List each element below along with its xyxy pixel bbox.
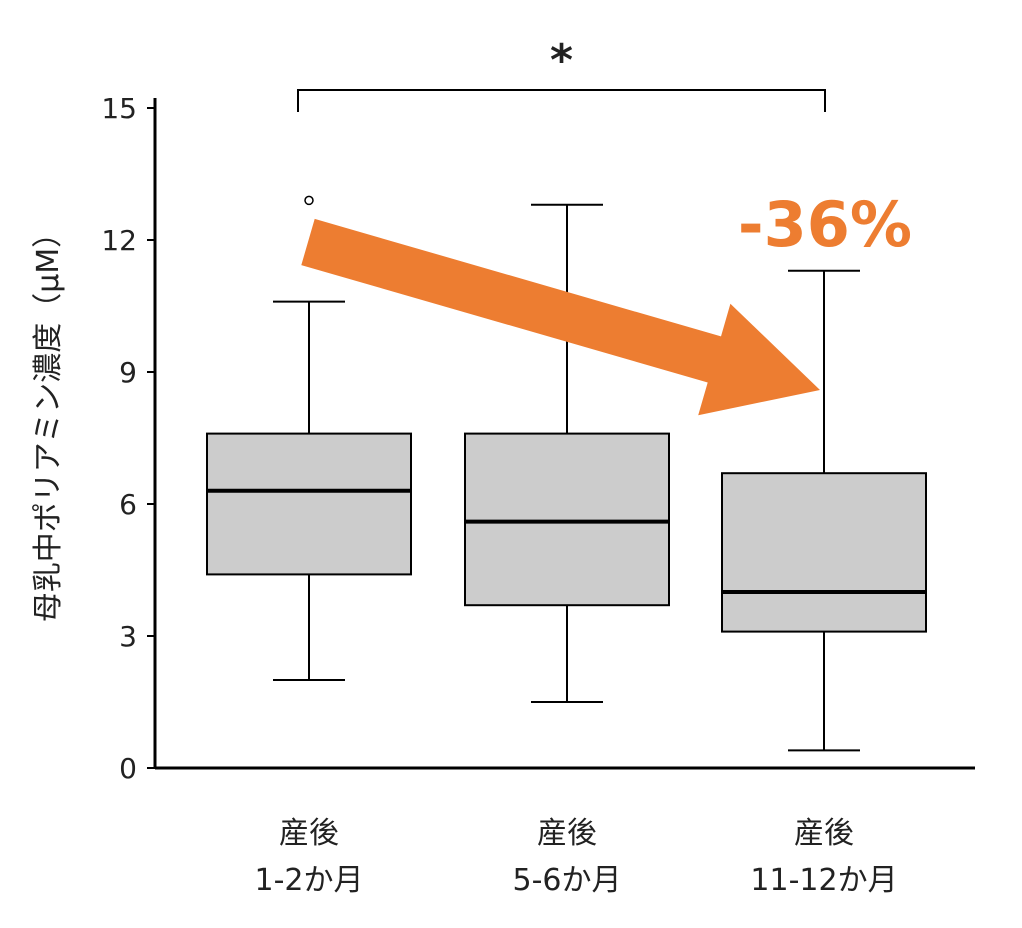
x-category-label: 産後 <box>279 816 339 851</box>
percent-change-label: -36% <box>738 188 912 261</box>
trend-arrow <box>301 218 820 416</box>
significance-bracket <box>297 89 826 112</box>
x-category-label: 5-6か月 <box>513 863 622 898</box>
x-category-label: 産後 <box>794 816 854 851</box>
box-3 <box>721 269 927 752</box>
box-1 <box>206 195 412 681</box>
y-tick-label: 9 <box>119 356 137 389</box>
outlier-point <box>304 195 314 206</box>
iqr-box <box>464 432 670 607</box>
x-category-label: 産後 <box>537 816 597 851</box>
boxes <box>206 195 927 752</box>
y-tick-label: 0 <box>119 752 137 785</box>
x-category-label: 11-12か月 <box>750 863 897 898</box>
y-tick-label: 12 <box>101 224 137 257</box>
y-tick-label: 6 <box>119 488 137 521</box>
x-category-label: 1-2か月 <box>255 863 364 898</box>
y-tick-label: 15 <box>101 92 137 125</box>
significance-marker: * <box>550 35 573 86</box>
y-axis-label: 母乳中ポリアミン濃度（μM） <box>31 218 66 622</box>
y-tick-label: 3 <box>119 620 137 653</box>
annotations: -36% * <box>297 35 912 416</box>
iqr-box <box>206 432 412 576</box>
axes: 0 3 6 9 12 15 母乳中ポリアミン濃度（μM） 産後 1-2か月 産後 5-6か月 産後 11… <box>31 92 975 898</box>
box-2 <box>464 203 670 703</box>
iqr-box <box>721 472 927 633</box>
